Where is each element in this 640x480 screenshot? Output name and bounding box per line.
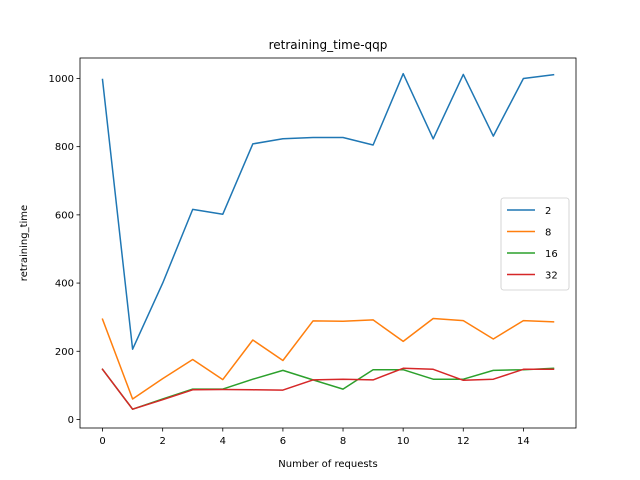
series-line-2: [101, 72, 555, 350]
x-tick-label: 14: [517, 436, 530, 447]
y-tick-label: 600: [55, 210, 74, 221]
x-tick-label: 10: [397, 436, 410, 447]
x-tick-label: 8: [340, 436, 346, 447]
y-tick-label: 1000: [49, 74, 74, 85]
y-tick-label: 400: [55, 279, 74, 290]
series-line-8: [101, 317, 555, 400]
chart-title: retraining_time-qqp: [269, 38, 388, 52]
legend-entry-16: 16: [545, 249, 558, 260]
y-axis-label: retraining_time: [19, 205, 30, 281]
legend-entry-2: 2: [545, 206, 551, 217]
legend: 2 8 16 32: [500, 197, 570, 291]
x-tick-label: 4: [220, 436, 226, 447]
legend-entry-32: 32: [545, 271, 558, 282]
legend-box: [500, 197, 570, 291]
axes-frame: [79, 57, 577, 429]
y-axis: 0 200 400 600 800 1000: [49, 74, 80, 426]
plot-area: [101, 72, 555, 410]
x-axis: 0 2 4 6 8 10 12 14: [99, 428, 530, 447]
y-tick-label: 800: [55, 142, 74, 153]
series-line-32: [101, 367, 555, 410]
x-tick-label: 6: [280, 436, 286, 447]
y-tick-label: 0: [68, 415, 74, 426]
y-tick-label: 200: [55, 347, 74, 358]
x-tick-label: 2: [159, 436, 165, 447]
x-tick-label: 0: [99, 436, 105, 447]
x-tick-label: 12: [457, 436, 470, 447]
x-axis-label: Number of requests: [278, 459, 377, 470]
legend-entry-8: 8: [545, 228, 551, 239]
